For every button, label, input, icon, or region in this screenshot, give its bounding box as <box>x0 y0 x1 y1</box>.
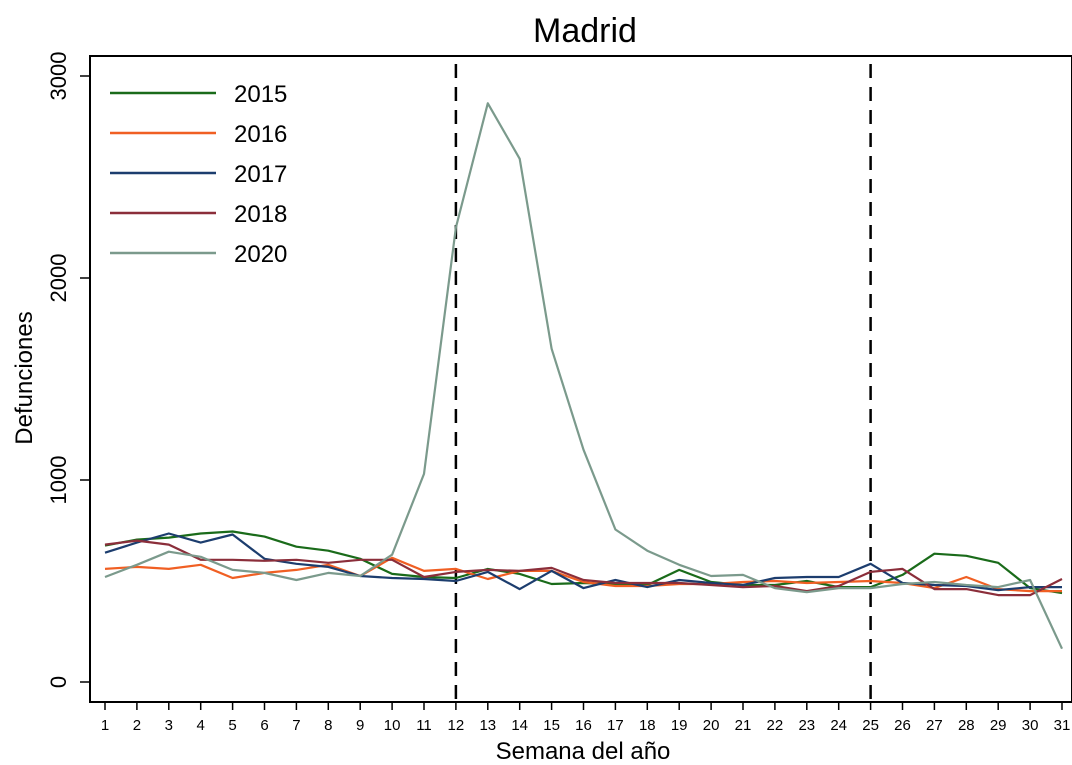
x-tick-label: 26 <box>894 717 911 734</box>
x-tick-label: 8 <box>324 717 332 734</box>
y-axis-label: Defunciones <box>11 311 38 444</box>
x-tick-label: 22 <box>767 717 784 734</box>
x-tick-label: 23 <box>798 717 815 734</box>
x-tick-label: 28 <box>958 717 975 734</box>
x-tick-label: 4 <box>197 717 205 734</box>
x-tick-label: 13 <box>479 717 496 734</box>
x-tick-label: 1 <box>101 717 109 734</box>
x-tick-label: 3 <box>165 717 173 734</box>
x-tick-label: 15 <box>543 717 560 734</box>
series-lines <box>104 102 1063 650</box>
chart-title: Madrid <box>533 12 637 50</box>
y-tick-label: 2000 <box>46 254 71 303</box>
y-tick-label: 3000 <box>46 52 71 101</box>
plot-frame <box>89 55 1072 703</box>
legend-label-2018: 2018 <box>234 201 287 228</box>
y-axis: 0 1000 2000 3000 <box>46 52 90 688</box>
x-tick-label: 16 <box>575 717 592 734</box>
series-line-2020 <box>104 102 1063 650</box>
y-tick-label: 1000 <box>46 456 71 505</box>
x-tick-label: 6 <box>260 717 268 734</box>
legend-label-2015: 2015 <box>234 81 287 108</box>
x-tick-label: 18 <box>639 717 656 734</box>
x-axis-label: Semana del año <box>496 738 671 765</box>
x-tick-label: 7 <box>292 717 300 734</box>
y-tick-label: 0 <box>46 676 71 688</box>
legend: 2015 2016 2017 2018 2020 <box>110 81 287 268</box>
x-tick-label: 27 <box>926 717 943 734</box>
x-tick-label: 9 <box>356 717 364 734</box>
x-tick-label: 19 <box>671 717 688 734</box>
reference-lines <box>454 64 872 702</box>
x-tick-label: 10 <box>384 717 401 734</box>
x-tick-label: 31 <box>1054 717 1071 734</box>
x-tick-label: 24 <box>830 717 847 734</box>
x-tick-label: 5 <box>228 717 236 734</box>
x-tick-label: 12 <box>448 717 465 734</box>
x-tick-label: 2 <box>133 717 141 734</box>
series-line-2016 <box>104 556 1062 593</box>
x-tick-label: 30 <box>1022 717 1039 734</box>
x-tick-label: 20 <box>703 717 720 734</box>
legend-label-2020: 2020 <box>234 241 287 268</box>
x-tick-label: 29 <box>990 717 1007 734</box>
x-tick-label: 17 <box>607 717 624 734</box>
series-line-2018 <box>104 539 1063 597</box>
legend-label-2016: 2016 <box>234 121 287 148</box>
x-tick-label: 25 <box>862 717 879 734</box>
legend-label-2017: 2017 <box>234 161 287 188</box>
x-tick-label: 14 <box>511 717 528 734</box>
x-tick-label: 21 <box>735 717 752 734</box>
x-axis: 1 2 3 4 5 6 7 8 9 10 11 12 13 14 15 16 17 18 19 20 21 22 23 24 2… <box>101 702 1071 734</box>
x-tick-label: 11 <box>416 717 432 734</box>
